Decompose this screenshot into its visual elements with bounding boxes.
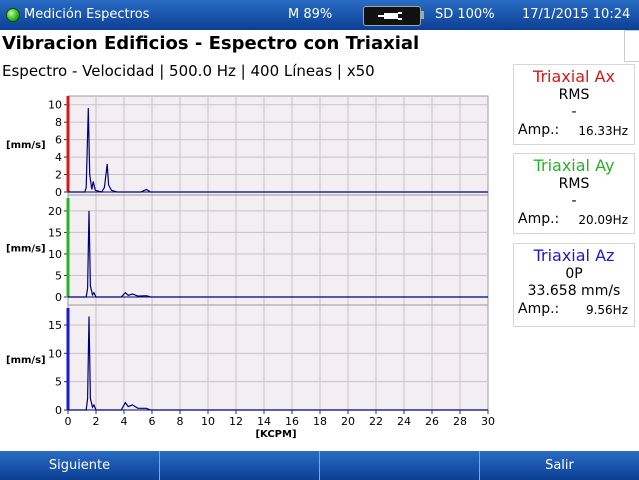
card-amp: Amp.: 20.09Hz [514,211,634,227]
card-amp: Amp.: 9.56Hz [514,301,634,317]
y-tick-label: 0 [55,186,62,199]
card-mode: 0P [565,266,583,282]
y-tick-label: 5 [55,269,62,282]
y-axis-label: [mm/s] [6,244,46,255]
x-tick-label: 28 [453,415,467,428]
x-tick-label: 26 [425,415,439,428]
x-tick-label: 10 [201,415,215,428]
datetime: 17/1/2015 10:24 [522,7,631,22]
y-tick-label: 2 [55,169,62,182]
spectrum-series-line [68,316,488,411]
y-tick-label: 10 [48,99,62,112]
amp-value: 9.56Hz [585,303,628,317]
x-tick-label: 18 [313,415,327,428]
next-button[interactable]: Siguiente [0,451,160,480]
amp-label: Amp.: [518,211,560,227]
amp-label: Amp.: [518,122,560,138]
softkey-2[interactable] [160,451,320,480]
y-tick-label: 0 [55,404,62,417]
card-value: 33.658 mm/s [527,283,621,299]
card-triaxial-az: Triaxial Az 0P 33.658 mm/s Amp.: 9.56Hz [513,243,635,327]
y-axis-label: [mm/s] [6,355,46,366]
card-mode: RMS [558,176,590,192]
x-tick-label: 4 [121,415,128,428]
y-tick-label: 5 [55,376,62,389]
plot-area [67,95,489,411]
card-triaxial-ax: Triaxial Ax RMS - Amp.: 16.33Hz [513,64,635,145]
y-tick-label: 6 [55,134,62,147]
x-tick-label: 8 [177,415,184,428]
y-tick-label: 20 [48,205,62,218]
x-tick-label: 30 [481,415,495,428]
spectrum-chart: 0246810[mm/s]05101520[mm/s]051015[mm/s]0… [6,95,495,440]
spectrum-series-line [68,108,488,193]
card-value: - [571,193,577,209]
exit-button[interactable]: Salir [545,458,574,473]
amp-value: 16.33Hz [578,124,628,138]
status-led-icon [6,8,20,22]
page-subtitle: Espectro - Velocidad | 500.0 Hz | 400 Lí… [2,62,375,80]
x-tick-label: 6 [149,415,156,428]
card-title: Triaxial Ay [533,156,615,175]
y-tick-label: 10 [48,248,62,261]
x-tick-label: 24 [397,415,411,428]
card-title: Triaxial Az [533,246,615,265]
x-tick-label: 2 [93,415,100,428]
card-value: - [571,104,577,120]
sd-indicator: SD 100% [435,7,495,22]
spectrum-series-line [68,210,488,298]
card-triaxial-ay: Triaxial Ay RMS - Amp.: 20.09Hz [513,153,635,234]
memory-indicator: M 89% [288,7,333,22]
y-tick-label: 15 [48,226,62,239]
x-tick-label: 14 [257,415,271,428]
side-tab[interactable] [624,30,639,62]
page-title: Vibracion Edificios - Espectro con Triax… [2,33,420,54]
amp-label: Amp.: [518,301,560,317]
y-tick-label: 4 [55,151,62,164]
card-mode: RMS [558,87,590,103]
card-amp: Amp.: 16.33Hz [514,122,634,138]
x-tick-label: 22 [369,415,383,428]
softkey-3[interactable] [320,451,480,480]
status-bar: Medición Espectros M 89% SD 100% 17/1/20… [0,0,639,30]
app-title: Medición Espectros [24,7,150,22]
amp-value: 20.09Hz [578,213,628,227]
y-tick-label: 10 [48,347,62,360]
battery-tip [420,11,424,19]
x-axis-label: [KCPM] [255,429,296,440]
x-tick-label: 0 [65,415,72,428]
x-tick-label: 12 [229,415,243,428]
x-tick-label: 16 [285,415,299,428]
x-tick-label: 20 [341,415,355,428]
y-tick-label: 15 [48,319,62,332]
y-axis-label: [mm/s] [6,140,46,151]
card-title: Triaxial Ax [533,67,615,86]
softkey-bar: Siguiente Salir [0,451,639,480]
y-tick-label: 0 [55,291,62,304]
y-tick-label: 8 [55,116,62,129]
battery-plug-icon [363,6,421,26]
